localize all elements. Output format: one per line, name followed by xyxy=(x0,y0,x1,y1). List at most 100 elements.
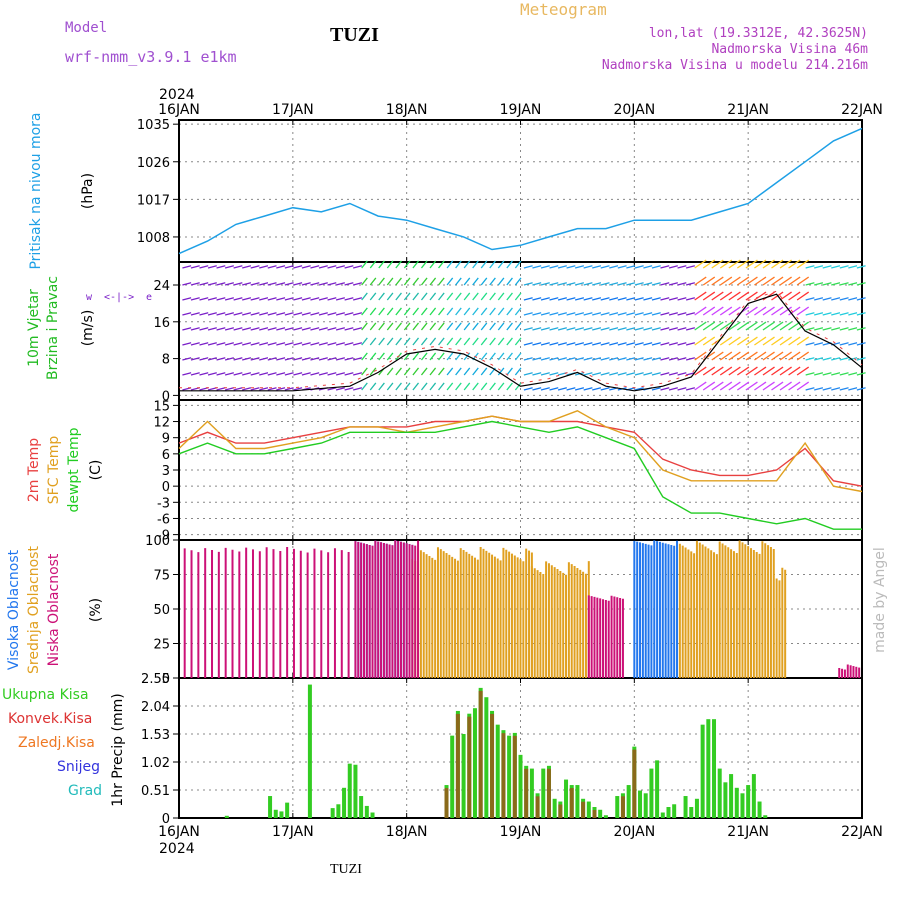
wind-barb xyxy=(660,342,670,346)
wind-barb xyxy=(489,277,496,286)
wind-barb xyxy=(719,276,733,286)
wind-barb xyxy=(719,259,733,269)
wind-barb xyxy=(796,366,810,376)
total-precip-bar xyxy=(484,697,489,818)
wind-barb xyxy=(472,322,479,331)
wind-barb xyxy=(557,387,567,391)
wind-barb xyxy=(233,357,243,361)
wind-barb xyxy=(327,297,337,301)
wind-barb xyxy=(814,282,824,286)
wind-barb xyxy=(848,265,858,269)
wind-barb xyxy=(736,291,750,301)
wind-barb xyxy=(839,312,849,316)
wind-barb xyxy=(489,337,496,346)
wind-barb xyxy=(549,297,559,301)
wind-barb xyxy=(378,382,385,391)
wind-barb xyxy=(224,327,234,331)
wind-barb xyxy=(660,357,670,361)
wind-barb xyxy=(779,291,792,301)
wind-barb xyxy=(694,336,707,346)
convective-precip-bar xyxy=(478,690,483,818)
total-precip-bar xyxy=(273,809,278,818)
wind-barb xyxy=(660,372,670,376)
panel-frame xyxy=(178,261,863,401)
wind-barb xyxy=(651,312,661,316)
wind-barb xyxy=(480,260,488,269)
wind-barb xyxy=(207,297,217,301)
total-precip-bar xyxy=(507,735,512,818)
wind-barb xyxy=(293,342,303,346)
wind-barb xyxy=(668,282,678,286)
wind-barb xyxy=(310,357,320,361)
y-tick-label: 12 xyxy=(153,416,170,431)
wind-barb xyxy=(677,387,687,391)
wind-barb xyxy=(199,327,209,331)
wind-barb xyxy=(224,387,234,391)
wind-barb xyxy=(856,327,866,331)
wind-barb xyxy=(207,282,217,286)
wind-barb xyxy=(532,357,542,361)
total-precip-bar xyxy=(763,815,768,818)
wind-barb xyxy=(728,321,741,331)
wind-barb xyxy=(293,372,303,376)
wind-barb xyxy=(856,357,866,361)
wind-barb xyxy=(233,342,243,346)
wind-barb xyxy=(361,337,368,346)
wind-barb xyxy=(506,307,513,316)
wind-barb xyxy=(438,307,445,316)
wind-barb xyxy=(472,337,479,346)
wind-barb xyxy=(284,312,294,316)
wind-barb xyxy=(455,292,462,301)
wind-barb xyxy=(805,327,815,331)
wind-barb xyxy=(327,372,337,376)
wind-barb xyxy=(353,282,363,286)
wind-barb xyxy=(685,282,696,286)
wind-barb xyxy=(224,342,234,346)
wind-barb xyxy=(796,336,810,346)
wind-barb xyxy=(736,321,750,331)
wind-barb xyxy=(506,260,513,269)
wind-barb xyxy=(267,387,277,391)
y-tick-label: 6 xyxy=(162,448,170,463)
altitude-label: Nadmorska Visina 46m xyxy=(711,42,868,57)
wind-barb xyxy=(532,312,542,316)
wind-barb xyxy=(728,381,741,391)
wind-barb xyxy=(310,297,320,301)
wind-barb xyxy=(353,357,363,361)
wind-barb xyxy=(327,282,337,286)
wind-barb xyxy=(771,276,784,286)
wind-barb xyxy=(592,327,602,331)
wind-barb xyxy=(540,297,550,301)
wind-barb xyxy=(745,291,758,301)
wind-barb xyxy=(369,382,377,391)
wind-barb xyxy=(386,307,394,316)
wind-barb xyxy=(438,260,445,269)
wind-barb xyxy=(583,282,593,286)
wind-barb xyxy=(617,372,627,376)
total-precip-bar xyxy=(615,796,620,818)
wind-barb xyxy=(600,282,610,286)
wind-barb xyxy=(395,382,402,391)
wind-barb xyxy=(489,322,496,331)
wind-barb xyxy=(634,297,644,301)
date-tick-top: 19JAN xyxy=(500,102,542,118)
wind-barb xyxy=(728,259,741,269)
total-precip-bar xyxy=(347,763,352,818)
wind-barb xyxy=(643,357,653,361)
wind-barb xyxy=(412,260,420,269)
wind-barb xyxy=(480,307,488,316)
wind-barb xyxy=(848,327,858,331)
total-precip-bar xyxy=(655,760,660,818)
wind-barb xyxy=(216,312,226,316)
wind-barb xyxy=(199,372,209,376)
wind-barb xyxy=(438,337,445,346)
total-precip-bar xyxy=(450,735,455,818)
wind-barb xyxy=(455,382,462,391)
wind-barb xyxy=(318,357,328,361)
wind-barb xyxy=(276,312,286,316)
date-tick-bottom: 22JAN xyxy=(841,824,883,840)
wind-barb xyxy=(472,277,479,286)
y-tick-label: 100 xyxy=(145,534,170,549)
wind-barb xyxy=(199,342,209,346)
